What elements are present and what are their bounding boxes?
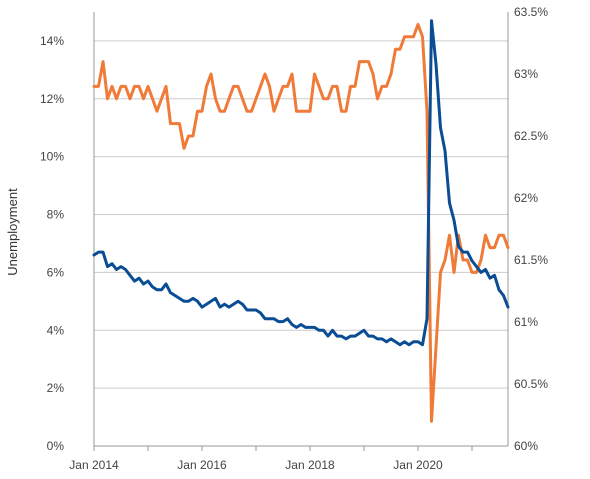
left-tick-label: 8% [47,208,65,222]
right-tick-label: 60% [514,439,538,453]
series-lines [92,19,510,423]
left-tick-label: 4% [47,323,65,337]
right-tick-label: 60.5% [514,377,548,391]
left-tick-label: 0% [47,439,65,453]
x-tick-label: Jan 2018 [285,458,335,472]
left-axis-tick-labels: 0% 2% 4% 6% 8% 10% 12% 14% [40,34,64,453]
right-tick-label: 63% [514,67,538,81]
right-tick-label: 61.5% [514,253,548,267]
participation-rate-line [92,22,510,423]
left-tick-label: 12% [40,92,64,106]
right-tick-label: 62.5% [514,129,548,143]
left-tick-label: 10% [40,150,64,164]
left-tick-label: 6% [47,265,65,279]
axes [93,12,509,451]
right-axis-tick-labels: 60% 60.5% 61% 61.5% 62% 62.5% 63% 63.5% [514,5,548,453]
x-tick-label: Jan 2014 [69,458,119,472]
x-tick-label: Jan 2020 [393,458,443,472]
x-tick-label: Jan 2016 [177,458,227,472]
right-tick-label: 62% [514,191,538,205]
left-tick-label: 2% [47,381,65,395]
unemployment-rate-line [92,19,510,347]
x-axis-tick-labels: Jan 2014 Jan 2016 Jan 2018 Jan 2020 [69,458,443,472]
right-tick-label: 61% [514,315,538,329]
gridlines [94,40,508,389]
left-tick-label: 14% [40,34,64,48]
y-axis-title: Unemployment [5,188,20,276]
right-tick-label: 63.5% [514,5,548,19]
